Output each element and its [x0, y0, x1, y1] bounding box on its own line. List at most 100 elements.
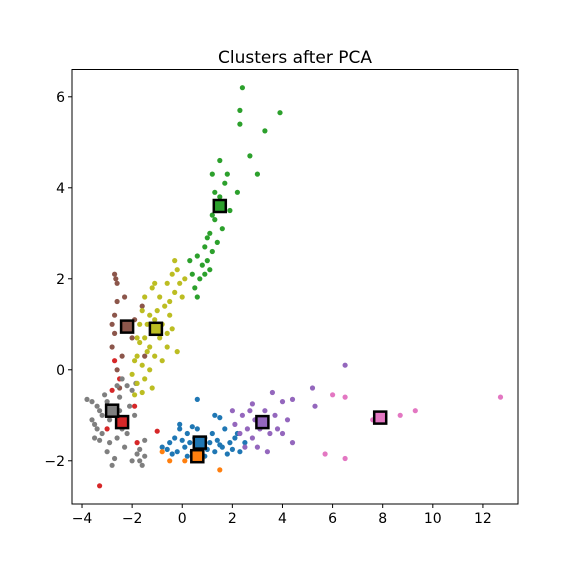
- cluster-2-point: [192, 285, 198, 291]
- cluster-8-point: [179, 294, 185, 300]
- cluster-7-point: [139, 462, 145, 468]
- cluster-5-centroid: [119, 319, 135, 334]
- cluster-7-point: [129, 458, 135, 464]
- cluster-8-point: [172, 258, 178, 264]
- x-tick-label: −4: [72, 511, 93, 527]
- cluster-7-point: [92, 435, 98, 441]
- cluster-2-point: [204, 235, 210, 241]
- cluster-3-point: [97, 483, 103, 489]
- y-tick-label: 2: [56, 272, 65, 288]
- cluster-3-centroid: [114, 414, 130, 430]
- cluster-8-point: [162, 303, 168, 309]
- cluster-5-point: [113, 276, 119, 282]
- cluster-0-point: [224, 451, 230, 457]
- x-tick-label: 8: [378, 511, 387, 527]
- cluster-5-point: [139, 303, 145, 309]
- cluster-8-point: [147, 344, 153, 350]
- cluster-0-point: [242, 440, 248, 446]
- cluster-4-point: [342, 362, 348, 368]
- cluster-0-point: [184, 430, 190, 437]
- cluster-0-point: [232, 435, 238, 441]
- cluster-2-point: [217, 194, 223, 200]
- cluster-7-point: [92, 421, 98, 427]
- x-tick-label: 12: [474, 511, 492, 527]
- cluster-7-point: [99, 412, 105, 418]
- cluster-0-point: [179, 437, 185, 443]
- cluster-8-point: [182, 276, 188, 282]
- cluster-4-point: [269, 389, 275, 396]
- cluster-7-point: [132, 412, 138, 418]
- cluster-0-point: [237, 449, 243, 455]
- y-tick-label: −2: [44, 454, 65, 470]
- cluster-7-point: [97, 437, 103, 443]
- cluster-0-point: [222, 426, 228, 432]
- plot-area-frame: [71, 69, 519, 505]
- cluster-4-point: [262, 408, 268, 414]
- cluster-0-point: [212, 449, 218, 455]
- cluster-2-point: [187, 258, 193, 264]
- cluster-4-point: [289, 396, 296, 402]
- x-tick-label: 2: [228, 511, 237, 527]
- cluster-3-point: [112, 358, 118, 364]
- cluster-7-point: [117, 394, 123, 400]
- cluster-0-point: [209, 430, 215, 437]
- cluster-8-point: [149, 385, 155, 391]
- cluster-7-point: [122, 444, 128, 450]
- cluster-6-point: [342, 394, 348, 400]
- cluster-8-point: [154, 308, 160, 314]
- cluster-4-point: [249, 401, 255, 407]
- cluster-2-point: [197, 276, 203, 282]
- cluster-7-point: [127, 403, 133, 409]
- cluster-2-point: [209, 248, 215, 255]
- cluster-8-point: [137, 339, 143, 346]
- cluster-2-point: [277, 110, 283, 116]
- cluster-1-point: [182, 458, 188, 464]
- cluster-8-point: [134, 353, 140, 359]
- cluster-2-point: [214, 239, 220, 245]
- centroid-layer: [104, 198, 388, 464]
- cluster-2-point: [199, 262, 205, 268]
- cluster-6-point: [412, 408, 418, 414]
- cluster-5-point: [119, 353, 125, 359]
- cluster-8-point: [149, 285, 155, 291]
- cluster-2-point: [217, 157, 223, 164]
- cluster-2-point: [222, 180, 228, 186]
- cluster-0-point: [187, 440, 193, 446]
- cluster-0-point: [159, 444, 165, 450]
- cluster-5-point: [109, 321, 115, 327]
- cluster-8-point: [139, 362, 145, 368]
- cluster-2-point: [212, 189, 218, 195]
- cluster-7-point: [107, 417, 113, 423]
- cluster-2-point: [209, 212, 215, 218]
- cluster-0-point: [169, 451, 175, 457]
- cluster-8-point: [169, 326, 175, 332]
- cluster-8-point: [132, 358, 138, 364]
- cluster-8-point: [142, 294, 148, 300]
- cluster-2-point: [247, 153, 253, 159]
- cluster-2-point: [204, 258, 210, 264]
- cluster-7-point: [97, 408, 103, 414]
- cluster-5-point: [114, 280, 120, 286]
- cluster-8-point: [152, 353, 158, 359]
- cluster-4-point: [247, 408, 253, 414]
- cluster-7-point: [109, 462, 115, 468]
- cluster-7-point: [119, 376, 125, 382]
- cluster-8-point: [152, 280, 158, 286]
- cluster-4-point: [289, 440, 296, 446]
- cluster-4-point: [242, 444, 248, 450]
- cluster-8-point: [164, 344, 170, 350]
- cluster-8-point: [134, 380, 140, 386]
- cluster-2-point: [224, 171, 230, 177]
- cluster-8-point: [164, 280, 170, 286]
- cluster-5-point: [122, 294, 128, 300]
- cluster-4-point: [284, 417, 291, 423]
- cluster-4-point: [237, 430, 243, 437]
- points-layer: [84, 85, 504, 489]
- cluster-2-point: [194, 294, 200, 300]
- cluster-4-point: [312, 403, 318, 409]
- cluster-7-point: [124, 383, 130, 389]
- cluster-1-point: [217, 467, 223, 473]
- cluster-5-point: [114, 367, 120, 373]
- cluster-2-point: [207, 267, 213, 273]
